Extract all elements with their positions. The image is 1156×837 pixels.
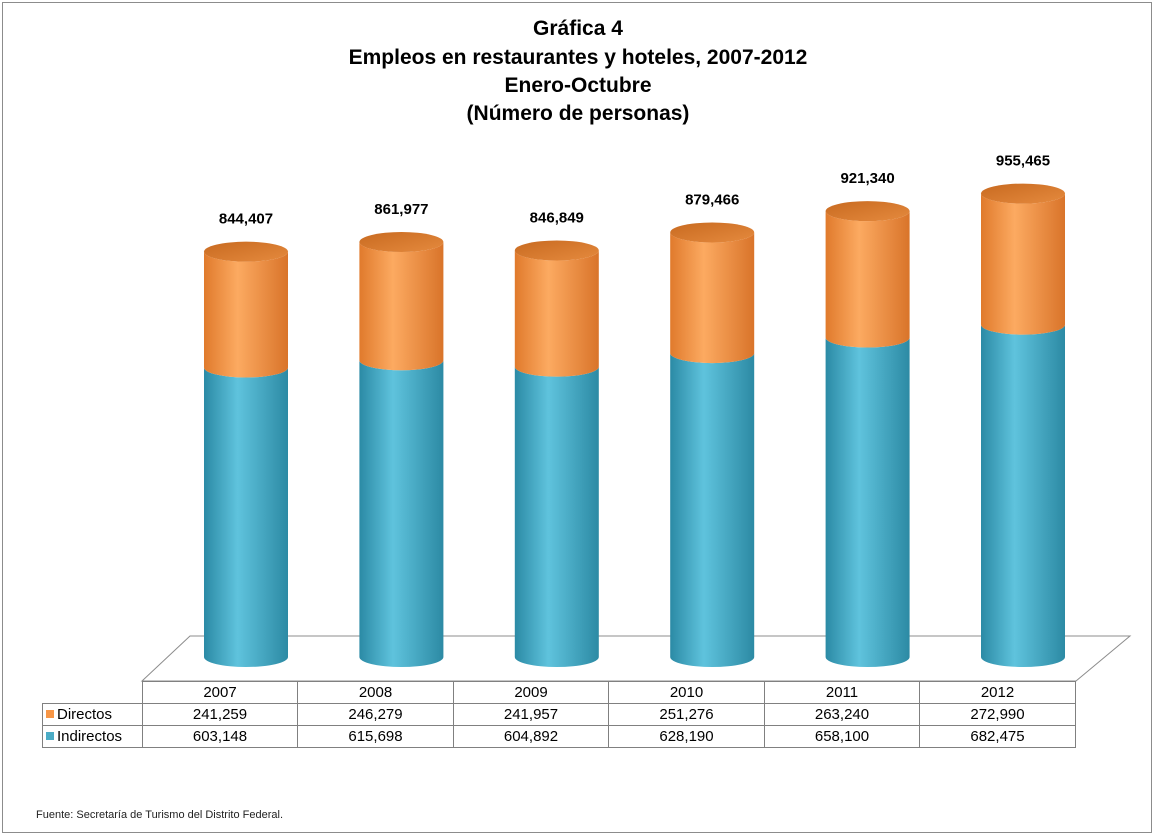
bar-top-2008 — [359, 232, 444, 253]
bar-top-2012 — [981, 183, 1065, 204]
table-cell: 263,240 — [764, 703, 920, 726]
bar-directos-2012 — [981, 193, 1065, 335]
data-table: 2007 2008 2009 2010 2011 2012 Directos 2… — [42, 681, 1076, 748]
category-label: 2012 — [919, 681, 1076, 704]
bar-directos-2010 — [670, 232, 755, 364]
table-cell: 628,190 — [608, 725, 765, 748]
bar-directos-2007 — [204, 251, 288, 378]
bar-indirectos-2008 — [359, 360, 444, 668]
chart-title-line-4: (Número de personas) — [466, 102, 690, 125]
legend-swatch-directos — [46, 710, 54, 719]
table-header-row: 2007 2008 2009 2010 2011 2012 — [43, 681, 1076, 704]
table-row-indirectos: Indirectos 603,148 615,698 604,892 628,1… — [42, 725, 1076, 748]
category-label: 2009 — [453, 681, 609, 704]
category-label: 2008 — [297, 681, 454, 704]
total-label-2011: 921,340 — [840, 170, 894, 187]
table-cell: 615,698 — [297, 725, 454, 748]
bar-directos-2009 — [514, 250, 599, 377]
legend-swatch-indirectos — [46, 732, 54, 741]
source-note: Fuente: Secretaría de Turismo del Distri… — [36, 809, 283, 821]
table-row-directos: Directos 241,259 246,279 241,957 251,276… — [42, 703, 1076, 726]
total-label-2012: 955,465 — [996, 153, 1050, 170]
table-cell: 251,276 — [608, 703, 765, 726]
bar-indirectos-2011 — [825, 337, 910, 668]
category-label: 2011 — [764, 681, 920, 704]
table-cell: 604,892 — [453, 725, 609, 748]
table-cell: 682,475 — [919, 725, 1076, 748]
total-label-2010: 879,466 — [685, 191, 739, 208]
chart-title-line-2: Empleos en restaurantes y hoteles, 2007-… — [348, 46, 808, 69]
legend-entry-directos: Directos — [42, 703, 143, 726]
bar-top-2011 — [825, 201, 910, 222]
table-cell: 603,148 — [142, 725, 298, 748]
category-label: 2007 — [142, 681, 298, 704]
table-cell: 241,259 — [142, 703, 298, 726]
chart-title-line-3: Enero-Octubre — [504, 74, 652, 97]
bar-indirectos-2007 — [204, 367, 288, 667]
total-label-2007: 844,407 — [219, 211, 273, 228]
bar-indirectos-2010 — [670, 353, 755, 668]
bar-directos-2011 — [825, 211, 910, 348]
total-label-2009: 846,849 — [530, 210, 584, 227]
total-label-2008: 861,977 — [374, 201, 428, 218]
bar-indirectos-2012 — [981, 324, 1065, 667]
bar-top-2007 — [204, 241, 288, 262]
table-cell: 246,279 — [297, 703, 454, 726]
table-cell: 241,957 — [453, 703, 609, 726]
legend-label: Directos — [57, 706, 113, 723]
bar-top-2009 — [514, 240, 599, 261]
bar-directos-2008 — [359, 242, 444, 371]
legend-entry-indirectos: Indirectos — [42, 725, 143, 748]
category-label: 2010 — [608, 681, 765, 704]
bar-indirectos-2009 — [514, 366, 599, 668]
legend-label: Indirectos — [57, 728, 123, 745]
table-cell: 272,990 — [919, 703, 1076, 726]
bar-top-2010 — [670, 222, 755, 243]
table-cell: 658,100 — [764, 725, 920, 748]
chart-title: Gráfica 4 — [533, 17, 623, 40]
